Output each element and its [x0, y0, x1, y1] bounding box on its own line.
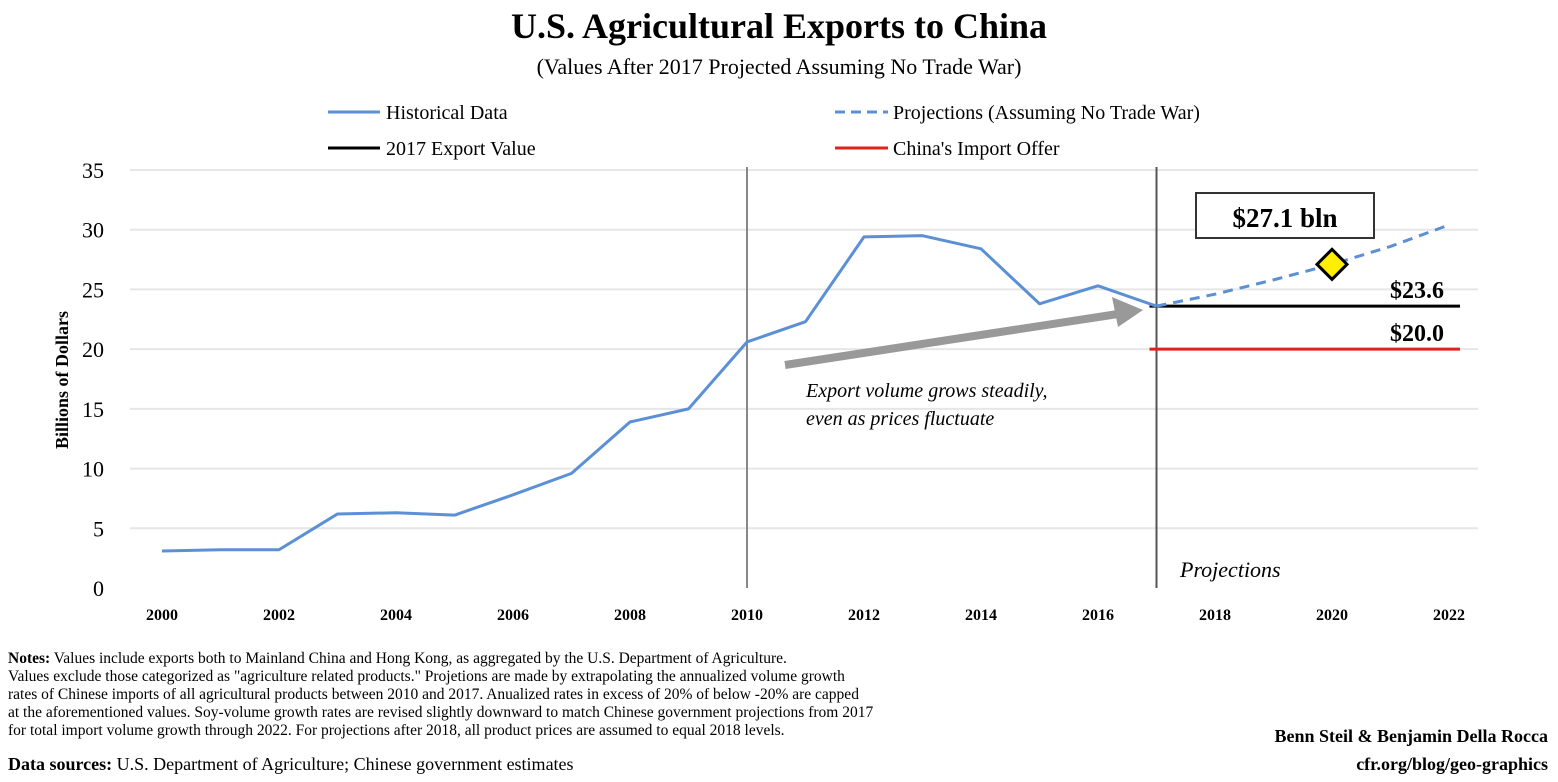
x-tick-label: 2022	[1433, 607, 1465, 624]
chart-title: U.S. Agricultural Exports to China	[511, 6, 1047, 46]
x-tick-label: 2010	[731, 607, 763, 624]
legend-label-historical: Historical Data	[386, 102, 508, 124]
notes-label: Notes:	[8, 650, 50, 667]
highlight-diamond-marker	[1314, 247, 1350, 282]
y-axis-label: Billions of Dollars	[52, 311, 72, 449]
x-tick-label: 2008	[614, 607, 646, 624]
series	[161, 223, 1450, 553]
x-tick-label: 2020	[1316, 607, 1348, 624]
y-tick-label: 10	[82, 457, 104, 482]
x-tick-label: 2014	[965, 607, 997, 624]
notes-line-2: Values exclude those categorized as "agr…	[8, 668, 845, 685]
y-tick-label: 30	[82, 218, 104, 243]
notes-line-5: for total import volume growth through 2…	[8, 722, 785, 739]
highlight: $27.1 bln	[1195, 192, 1375, 282]
projections-label: Projections	[1179, 557, 1281, 582]
highlight-label: $27.1 bln	[1232, 203, 1337, 233]
y-tick-label: 25	[82, 277, 104, 302]
authors: Benn Steil & Benjamin Della Rocca	[1275, 726, 1548, 746]
notes-line-4: at the aforementioned values. Soy-volume…	[8, 704, 873, 721]
y-tick-label: 20	[82, 337, 104, 362]
arrow-annotation-line-1: Export volume grows steadily,	[805, 380, 1047, 402]
x-tick-label: 2006	[497, 607, 529, 624]
reference-line-label: $23.6	[1390, 278, 1444, 304]
legend-label-2017: 2017 Export Value	[386, 138, 536, 160]
y-tick-label: 0	[93, 576, 104, 601]
legend-label-offer: China's Import Offer	[893, 138, 1060, 160]
x-tick-label: 2012	[848, 607, 880, 624]
x-axis: 2000 2002 2004 2006 2008 2010 2012 2014 2016 2018…	[146, 607, 1465, 624]
x-tick-label: 2004	[380, 607, 412, 624]
arrow-annotation-line-2: even as prices fluctuate	[806, 408, 994, 430]
legend-label-projections: Projections (Assuming No Trade War)	[893, 102, 1200, 124]
y-tick-label: 15	[82, 397, 104, 422]
footer: Notes: Values include exports both to Ma…	[8, 650, 1548, 774]
site-link[interactable]: cfr.org/blog/geo-graphics	[1356, 754, 1548, 774]
arrow-head	[1112, 297, 1143, 327]
reference-lines: $23.6 $20.0	[1149, 278, 1460, 351]
sources-label: Data sources:	[8, 754, 112, 774]
volume-arrow	[784, 297, 1143, 369]
notes: Notes: Values include exports both to Ma…	[8, 650, 787, 667]
x-tick-label: 2000	[146, 607, 178, 624]
reference-line-label: $20.0	[1390, 321, 1444, 347]
vertical-lines	[746, 167, 1158, 588]
chart-subtitle: (Values After 2017 Projected Assuming No…	[537, 54, 1022, 79]
gridlines	[130, 169, 1478, 530]
historical-line	[161, 234, 1157, 553]
legend: Historical Data Projections (Assuming No…	[328, 102, 1200, 160]
notes-line-3: rates of Chinese imports of all agricult…	[8, 686, 859, 703]
y-tick-label: 35	[82, 158, 104, 183]
x-tick-label: 2018	[1199, 607, 1231, 624]
x-tick-label: 2016	[1082, 607, 1114, 624]
sources-text: U.S. Department of Agriculture; Chinese …	[112, 754, 573, 774]
y-axis: 0 5 10 15 20 25 30 35	[82, 158, 104, 601]
arrow-shaft	[784, 310, 1119, 369]
data-sources: Data sources: U.S. Department of Agricul…	[8, 754, 574, 774]
x-tick-label: 2002	[263, 607, 295, 624]
y-tick-label: 5	[93, 516, 104, 541]
highlight-label-box	[1195, 192, 1375, 239]
notes-line-1: Values include exports both to Mainland …	[50, 650, 787, 667]
